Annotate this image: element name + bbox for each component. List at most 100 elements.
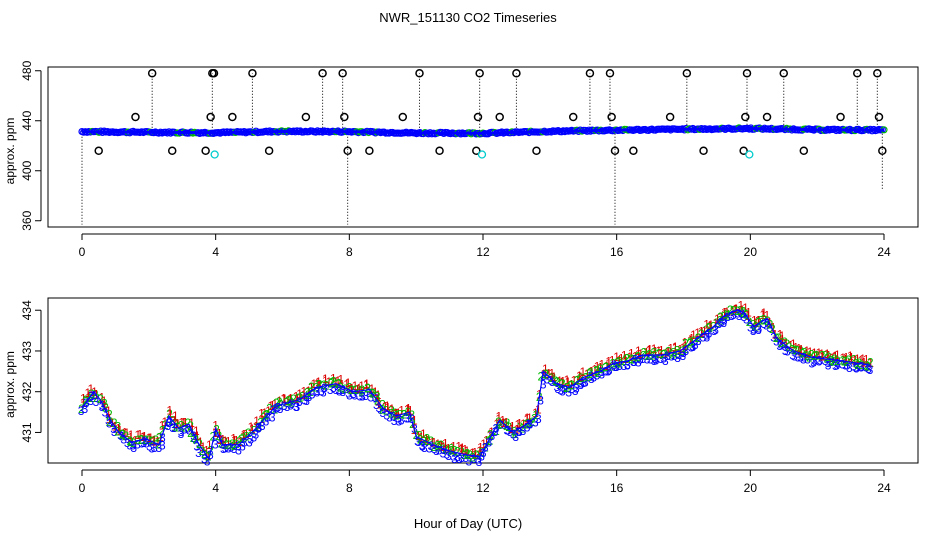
series-1-point: 1 — [721, 308, 728, 322]
series-3-point: 3 — [239, 439, 246, 453]
series-2-point: 2 — [346, 380, 353, 394]
series-1-point: 1 — [398, 403, 405, 417]
series-1-point: 1 — [851, 354, 858, 368]
series-1-point: 1 — [616, 353, 623, 367]
series-1-point: 1 — [261, 406, 268, 420]
series-3-point: 3 — [822, 354, 829, 368]
series-2-point: 2 — [424, 434, 431, 448]
series-3-point: 3 — [540, 378, 547, 392]
series-3-point: 3 — [858, 361, 865, 375]
series-1-point: 1 — [712, 316, 719, 330]
series-1-point: 1 — [755, 313, 762, 327]
series-3-point: 3 — [191, 432, 198, 446]
series-2-point: 2 — [806, 351, 813, 365]
series-1-point: 1 — [599, 357, 606, 371]
series-3-point: 3 — [253, 428, 260, 442]
series-3-point: 3 — [577, 378, 584, 392]
series-1-point: 1 — [665, 344, 672, 358]
panel1-x-tick-label: 16 — [610, 245, 624, 259]
series-2-point: 2 — [93, 391, 100, 405]
series-3-point: 3 — [440, 447, 447, 461]
series-3-point: 3 — [578, 377, 585, 391]
series-2-point: 2 — [554, 375, 561, 389]
series-1-point: 1 — [742, 301, 749, 315]
series-1-point: 1 — [840, 351, 847, 365]
series-2-point: 2 — [703, 323, 710, 337]
series-2-point: 2 — [106, 415, 113, 429]
series-1-point: 1 — [751, 314, 758, 328]
series-3-point: 3 — [801, 351, 808, 365]
series-2-point: 2 — [661, 347, 668, 361]
series-2-point: 2 — [469, 451, 476, 465]
series-1-point: 1 — [824, 347, 831, 361]
series-2-point: 2 — [617, 356, 624, 370]
series-3-point: 3 — [301, 393, 308, 407]
series-3-point: 3 — [204, 455, 211, 469]
series-3-point: 3 — [750, 322, 757, 336]
series-2-point: 2 — [431, 440, 438, 454]
panel2-y-tick-label: 431 — [20, 422, 34, 442]
series-3-point: 3 — [791, 350, 798, 364]
series-3-point: 3 — [391, 414, 398, 428]
series-3-point: 3 — [730, 308, 737, 322]
series-1-point: 1 — [134, 428, 141, 442]
series-3-point: 3 — [419, 440, 426, 454]
outlier-point — [398, 112, 408, 122]
series-1-point: 1 — [605, 355, 612, 369]
series-1-point: 1 — [807, 345, 814, 359]
series-3-point: 3 — [225, 442, 232, 456]
series-2-point: 2 — [496, 417, 503, 431]
series-1-point: 1 — [698, 326, 705, 340]
series-1-point: 1 — [335, 374, 342, 388]
series-3-point: 3 — [288, 397, 295, 411]
series-1-point: 1 — [760, 306, 767, 320]
series-3-point: 3 — [853, 361, 860, 375]
series-2-point: 2 — [593, 364, 600, 378]
series-2-point: 2 — [142, 433, 149, 447]
series-1-point: 1 — [157, 430, 164, 444]
series-1-point: 1 — [462, 443, 469, 457]
series-2-point: 2 — [288, 396, 295, 410]
series-3-point: 3 — [632, 352, 639, 366]
series-3-point: 3 — [635, 355, 642, 369]
panel1-x-tick-label: 0 — [79, 245, 86, 259]
series-1-point: 1 — [253, 420, 260, 434]
series-1-point: 1 — [258, 407, 265, 421]
series-3-point: 3 — [415, 435, 422, 449]
series-2-point: 2 — [256, 420, 263, 434]
series-3-point: 3 — [689, 339, 696, 353]
series-1-point: 1 — [635, 344, 642, 358]
series-3-point: 3 — [166, 416, 173, 430]
series-2-point: 2 — [379, 397, 386, 411]
series-3-point: 3 — [476, 455, 483, 469]
series-1-point: 1 — [701, 324, 708, 338]
series-3-point: 3 — [735, 307, 742, 321]
series-1-point: 1 — [316, 378, 323, 392]
series-3-point: 3 — [444, 448, 451, 462]
outlier-point — [853, 69, 862, 78]
series-2-point: 2 — [119, 427, 126, 441]
series-2-point: 2 — [185, 416, 192, 430]
series-3-point: 3 — [250, 431, 257, 445]
series-1-point: 1 — [472, 446, 479, 460]
series-3-point: 3 — [462, 451, 469, 465]
series-1-point: 1 — [388, 402, 395, 416]
series-3-point: 3 — [637, 352, 644, 366]
series-2-point: 2 — [587, 366, 594, 380]
series-2-point: 2 — [567, 379, 574, 393]
series-1-point: 1 — [469, 446, 476, 460]
series-2-point: 2 — [159, 424, 166, 438]
series-2-point: 2 — [348, 383, 355, 397]
series-2-point: 2 — [342, 382, 349, 396]
series-3-point: 3 — [581, 376, 588, 390]
series-2-point: 2 — [511, 427, 518, 441]
series-3-point: 3 — [201, 452, 208, 466]
series-1-point: 1 — [219, 432, 226, 446]
series-1-point: 1 — [523, 413, 530, 427]
series-1-point: 1 — [863, 353, 870, 367]
series-3-point: 3 — [828, 355, 835, 369]
series-2-point: 2 — [101, 397, 108, 411]
outlier-point — [495, 112, 504, 122]
panel2-y-tick-label: 433 — [20, 341, 34, 361]
